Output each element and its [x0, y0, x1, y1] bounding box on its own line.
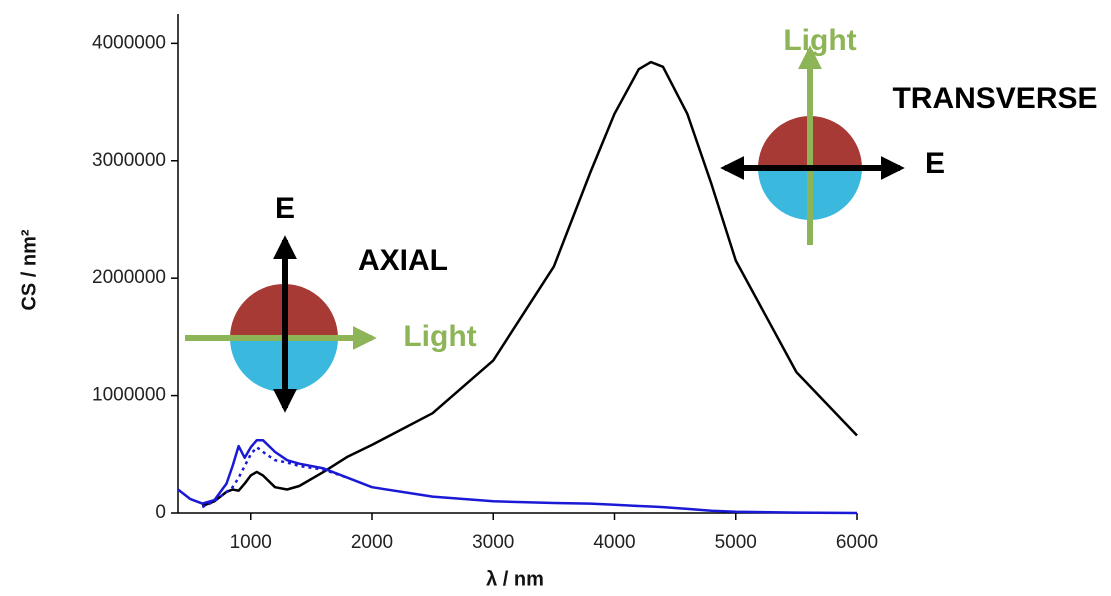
x-tick-label: 2000 [351, 532, 393, 553]
x-tick-label: 5000 [715, 532, 757, 553]
y-tick-label: 0 [155, 502, 166, 523]
x-axis-label: λ / nm [486, 568, 544, 590]
annotation: E [275, 192, 295, 225]
annotation: Light [783, 24, 856, 57]
y-tick-label: 4000000 [92, 32, 166, 53]
axial-diagram [185, 235, 377, 413]
y-tick-label: 2000000 [92, 267, 166, 288]
series-line [177, 438, 858, 515]
plot-area: 0 1000000 2000000 3000000 4000000 1000 2000 300… [92, 14, 878, 553]
transverse-diagram [720, 45, 905, 245]
x-tick-label: 1000 [230, 532, 272, 553]
series-line [201, 60, 858, 508]
x-tick-label: 6000 [836, 532, 878, 553]
y-tick-label: 1000000 [92, 385, 166, 406]
annotation: Light [403, 320, 476, 353]
y-axis-label: CS / nm² [18, 229, 40, 310]
annotation: E [925, 147, 945, 180]
x-tick-label: 3000 [472, 532, 514, 553]
x-tick-label: 4000 [593, 532, 635, 553]
annotation: AXIAL [358, 244, 448, 277]
annotation: TRANSVERSE [892, 82, 1097, 115]
series-line [201, 445, 349, 509]
y-tick-label: 3000000 [92, 150, 166, 171]
